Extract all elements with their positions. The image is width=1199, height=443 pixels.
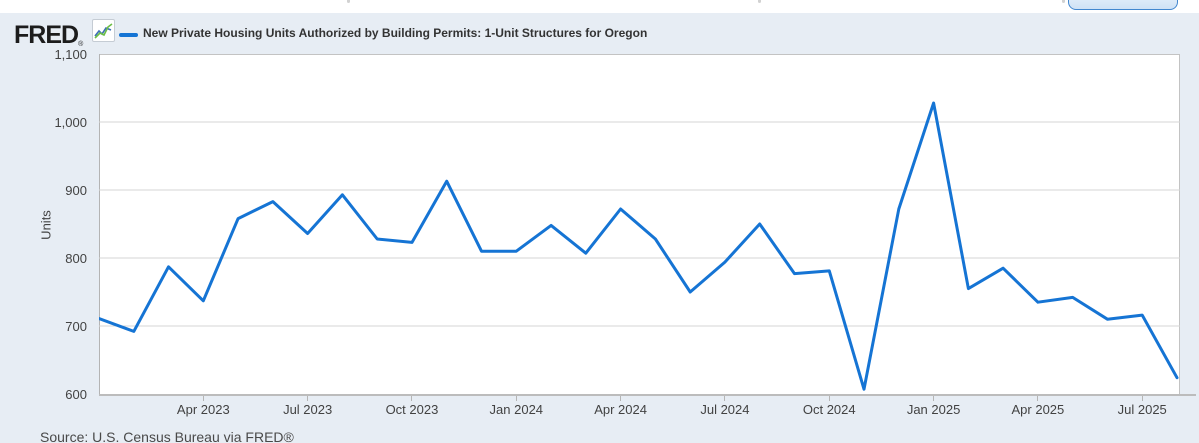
chart-panel: FRED® New Private Housing Units Authoriz… (0, 13, 1199, 443)
x-tick-mark (515, 396, 517, 401)
x-tick-label: Jul 2023 (283, 402, 333, 417)
source-note: Source: U.S. Census Bureau via FRED® (40, 429, 294, 443)
line-chart-icon (91, 19, 115, 42)
x-tick-label: Jan 2024 (489, 402, 544, 417)
x-tick-mark (724, 396, 726, 401)
x-tick-label: Oct 2023 (385, 402, 439, 417)
x-tick-label: Jul 2025 (1117, 402, 1167, 417)
x-tick-label: Apr 2024 (594, 402, 647, 417)
y-axis-title: Units (38, 210, 54, 240)
registered-mark: ® (78, 41, 84, 48)
x-tick-label: Apr 2023 (176, 402, 230, 417)
x-tick-mark (620, 396, 622, 401)
cutoff-ui-fragment (1062, 0, 1065, 3)
x-tick-mark (1141, 396, 1143, 401)
legend-series-label: New Private Housing Units Authorized by … (143, 26, 648, 40)
y-tick-label: 800 (65, 250, 87, 266)
fred-logo-text: FRED (14, 21, 79, 49)
legend-line-swatch (119, 33, 138, 37)
fred-logo[interactable]: FRED® (14, 19, 115, 49)
plot-area[interactable] (99, 54, 1180, 394)
cutoff-ui-fragment (758, 0, 761, 3)
y-tick-label: 1,000 (54, 114, 87, 130)
x-tick-mark (411, 396, 413, 401)
x-tick-mark (307, 396, 309, 401)
top-right-button[interactable] (1068, 0, 1178, 10)
cutoff-ui-fragment (347, 0, 350, 3)
y-tick-label: 900 (65, 182, 87, 198)
x-tick-mark (933, 396, 935, 401)
x-tick-mark (828, 396, 830, 401)
y-tick-label: 1,100 (54, 46, 87, 62)
chart-line-svg (99, 54, 1180, 394)
cropped-toolbar (0, 0, 1199, 13)
x-tick-label: Jul 2024 (700, 402, 750, 417)
x-tick-label: Apr 2025 (1011, 402, 1065, 417)
x-tick-label: Jan 2025 (906, 402, 961, 417)
x-tick-label: Oct 2024 (802, 402, 856, 417)
y-tick-label: 600 (65, 386, 87, 402)
x-tick-mark (1037, 396, 1039, 401)
x-tick-mark (202, 396, 204, 401)
x-axis-line (99, 394, 1196, 396)
y-tick-label: 700 (65, 318, 87, 334)
